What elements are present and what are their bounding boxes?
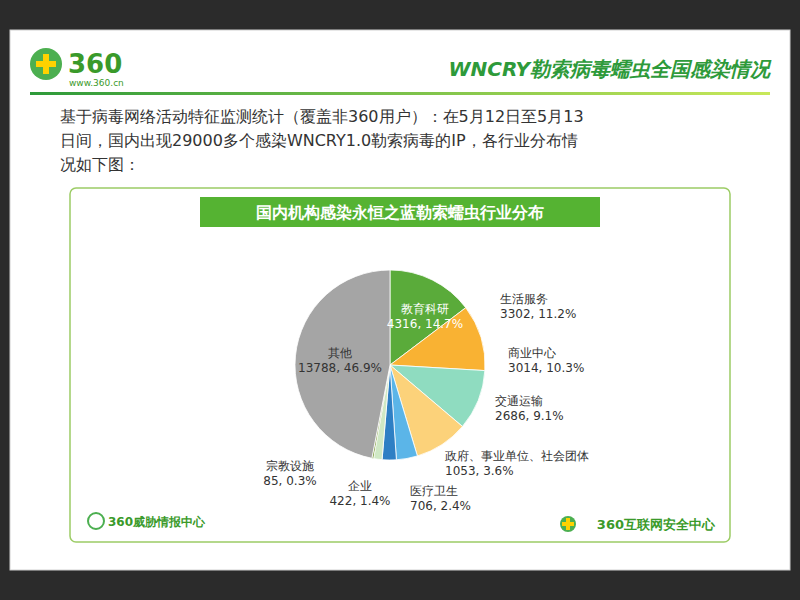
pie-slice	[295, 270, 390, 458]
logo-icon-plus	[36, 61, 56, 67]
value-label: 3014, 10.3%	[508, 361, 584, 375]
chart-title-bar	[200, 197, 600, 227]
heading-rule	[30, 92, 770, 95]
value-label: 706, 2.4%	[410, 499, 471, 513]
value-label: 4316, 14.7%	[387, 317, 463, 331]
value-label: 422, 1.4%	[329, 494, 390, 508]
value-label: 1053, 3.6%	[445, 464, 514, 478]
chart-frame	[70, 188, 730, 542]
value-label: 85, 0.3%	[263, 474, 316, 488]
data-labels: 教育科研4316, 14.7% 生活服务3302, 11.2% 商业中心3014, …	[263, 292, 589, 513]
logo-icon	[30, 48, 62, 80]
category-label: 企业	[348, 479, 372, 493]
footer-right-icon	[560, 516, 576, 532]
value-label: 3302, 11.2%	[500, 307, 576, 321]
description-line: 日间，国内出现29000多个感染WNCRY1.0勒索病毒的IP，各行业分布情	[60, 131, 578, 150]
category-label: 医疗卫生	[410, 484, 458, 498]
category-label: 政府、事业单位、社会团体	[445, 449, 589, 463]
slide-svg: 360www.360.cn WNCRY勒索病毒蠕虫全国感染情况基于病毒网络活动特征…	[0, 0, 800, 600]
footer-right: 360互联网安全中心	[597, 517, 716, 532]
category-label: 商业中心	[508, 346, 556, 360]
description-line: 况如下图：	[60, 155, 140, 174]
value-label: 2686, 9.1%	[495, 409, 564, 423]
category-label: 教育科研	[401, 302, 449, 316]
category-label: 宗教设施	[266, 459, 314, 473]
category-label: 其他	[328, 346, 352, 360]
slide-heading: WNCRY勒索病毒蠕虫全国感染情况	[448, 57, 772, 81]
page-root: 360www.360.cn WNCRY勒索病毒蠕虫全国感染情况基于病毒网络活动特征…	[0, 0, 800, 600]
category-label: 交通运输	[495, 394, 543, 408]
slide-background	[10, 30, 790, 570]
description-line: 基于病毒网络活动特征监测统计（覆盖非360用户）：在5月12日至5月13	[60, 107, 584, 126]
value-label: 13788, 46.9%	[298, 361, 382, 375]
category-label: 生活服务	[500, 292, 548, 306]
footer-left: 360威胁情报中心	[108, 515, 206, 529]
logo-text: 360	[68, 49, 122, 79]
footer-right-icon-plus	[562, 522, 574, 526]
pie-slices	[295, 270, 485, 460]
footer-left-icon	[88, 513, 104, 529]
chart-title: 国内机构感染永恒之蓝勒索蠕虫行业分布	[256, 203, 544, 222]
logo-url: www.360.cn	[69, 78, 124, 88]
